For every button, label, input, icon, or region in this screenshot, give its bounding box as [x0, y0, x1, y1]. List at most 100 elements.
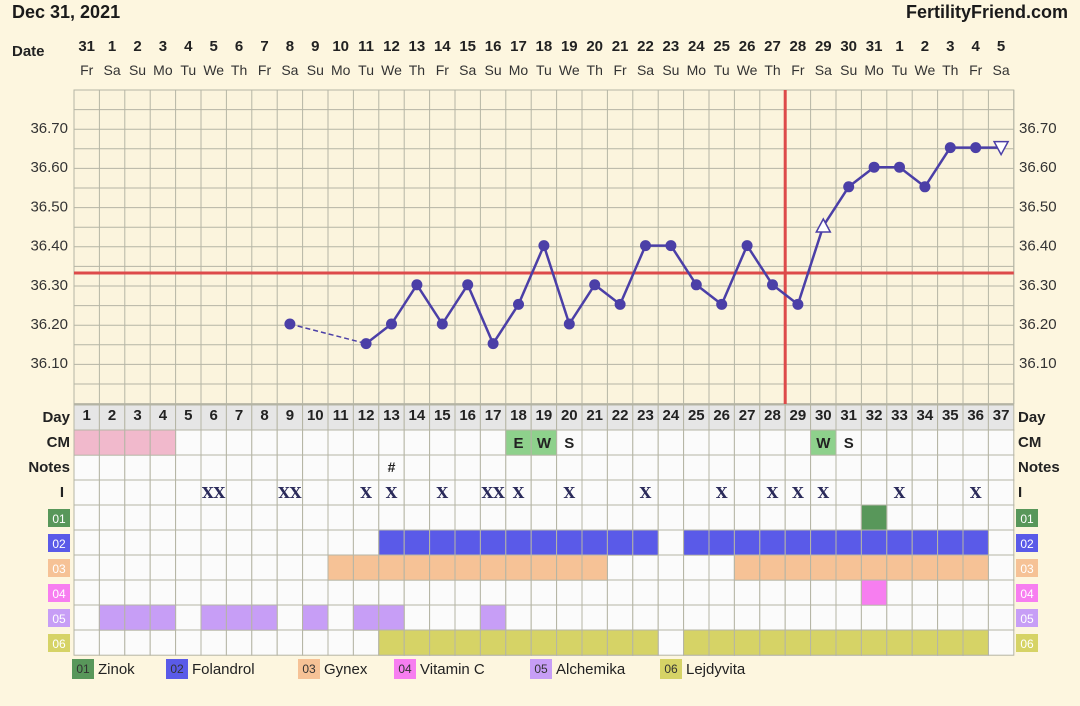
date-label: 29 [815, 38, 832, 55]
weekday-label: We [381, 62, 402, 78]
weekday-label: Fr [258, 62, 272, 78]
table-cell [403, 579, 431, 606]
med-cell-05 [98, 604, 126, 631]
table-cell [149, 529, 177, 556]
table-cell [454, 454, 481, 481]
med-cell-06 [962, 629, 989, 656]
date-label: 7 [260, 38, 268, 55]
table-cell [251, 529, 278, 556]
table-cell [810, 604, 837, 631]
med-cell-03 [810, 554, 837, 581]
table-cell [276, 604, 304, 631]
med-cell-05 [225, 604, 253, 631]
legend-code: 06 [660, 659, 682, 679]
day-label: 15 [434, 407, 451, 424]
y-tick-label-right: 36.50 [1019, 198, 1057, 215]
table-cell [733, 454, 761, 481]
table-cell [454, 579, 481, 606]
table-cell [937, 479, 964, 506]
temp-segment [542, 245, 571, 325]
table-cell [556, 454, 583, 481]
med-cell-06 [581, 629, 608, 656]
med-cell-02 [733, 529, 761, 556]
table-cell [149, 479, 177, 506]
table-cell [352, 529, 380, 556]
table-cell [98, 504, 126, 531]
date-label: 4 [972, 38, 981, 55]
table-cell [251, 454, 278, 481]
table-cell [98, 529, 126, 556]
day-label: 36 [967, 407, 984, 424]
y-tick-label-right: 36.20 [1019, 316, 1057, 333]
table-cell [73, 479, 100, 506]
temp-point [690, 279, 702, 291]
y-tick-label-right: 36.30 [1019, 277, 1057, 294]
temp-segment [568, 284, 596, 325]
table-cell [886, 579, 913, 606]
day-label: 17 [485, 407, 502, 424]
y-tick-label-left: 36.20 [30, 316, 68, 333]
table-cell [200, 554, 227, 581]
date-label: 11 [358, 38, 374, 55]
date-label: 22 [637, 38, 654, 55]
table-cell [632, 454, 659, 481]
table-cell [860, 479, 888, 506]
table-cell [556, 604, 583, 631]
day-label: 35 [942, 407, 959, 424]
table-cell [632, 579, 659, 606]
med-code-left: 03 [52, 562, 66, 576]
table-cell [962, 604, 989, 631]
temp-segment [492, 303, 520, 345]
date-label: 2 [921, 38, 929, 55]
table-cell [683, 579, 710, 606]
table-cell [911, 579, 939, 606]
med-cell-02 [886, 529, 913, 556]
temp-point [538, 240, 550, 252]
med-cell-03 [860, 554, 888, 581]
table-cell [403, 504, 431, 531]
table-cell [352, 429, 380, 456]
temp-segment [390, 284, 418, 325]
weekday-label: Tu [714, 62, 730, 78]
legend-label: Lejdyvita [686, 660, 746, 678]
legend-code: 01 [72, 659, 94, 679]
table-cell [479, 504, 507, 531]
med-code-badge-left [48, 584, 70, 602]
med-cell-03 [784, 554, 812, 581]
intercourse-mark: X [767, 484, 779, 502]
table-cell [505, 454, 532, 481]
table-cell [581, 454, 608, 481]
table-cell [352, 579, 380, 606]
date-label: 18 [536, 38, 553, 55]
table-cell [937, 579, 964, 606]
med-cell-02 [835, 529, 862, 556]
med-cell-06 [708, 629, 735, 656]
temp-point-open [992, 140, 1010, 157]
row-label-left: CM [47, 434, 70, 451]
table-cell [352, 454, 380, 481]
table-cell [835, 479, 862, 506]
chart-date: Dec 31, 2021 [12, 2, 121, 22]
table-cell [708, 429, 735, 456]
med-cell-03 [886, 554, 913, 581]
table-cell [124, 479, 151, 506]
med-code-right: 01 [1020, 512, 1034, 526]
table-cell [200, 529, 227, 556]
cm-label: S [564, 435, 574, 452]
day-label: 9 [286, 407, 294, 424]
table-cell [683, 554, 710, 581]
table-cell [759, 579, 786, 606]
table-cell [302, 629, 329, 656]
date-row-label: Date [12, 43, 45, 60]
table-cell [403, 604, 431, 631]
weekday-label: We [915, 62, 936, 78]
table-cell [276, 554, 304, 581]
weekday-label: Sa [637, 62, 654, 78]
med-cell-03 [352, 554, 380, 581]
med-cell-05 [251, 604, 278, 631]
table-cell [251, 629, 278, 656]
y-tick-label-right: 36.10 [1019, 355, 1057, 372]
table-cell [327, 429, 354, 456]
intercourse-mark: X [894, 484, 906, 502]
date-label: 28 [790, 38, 807, 55]
